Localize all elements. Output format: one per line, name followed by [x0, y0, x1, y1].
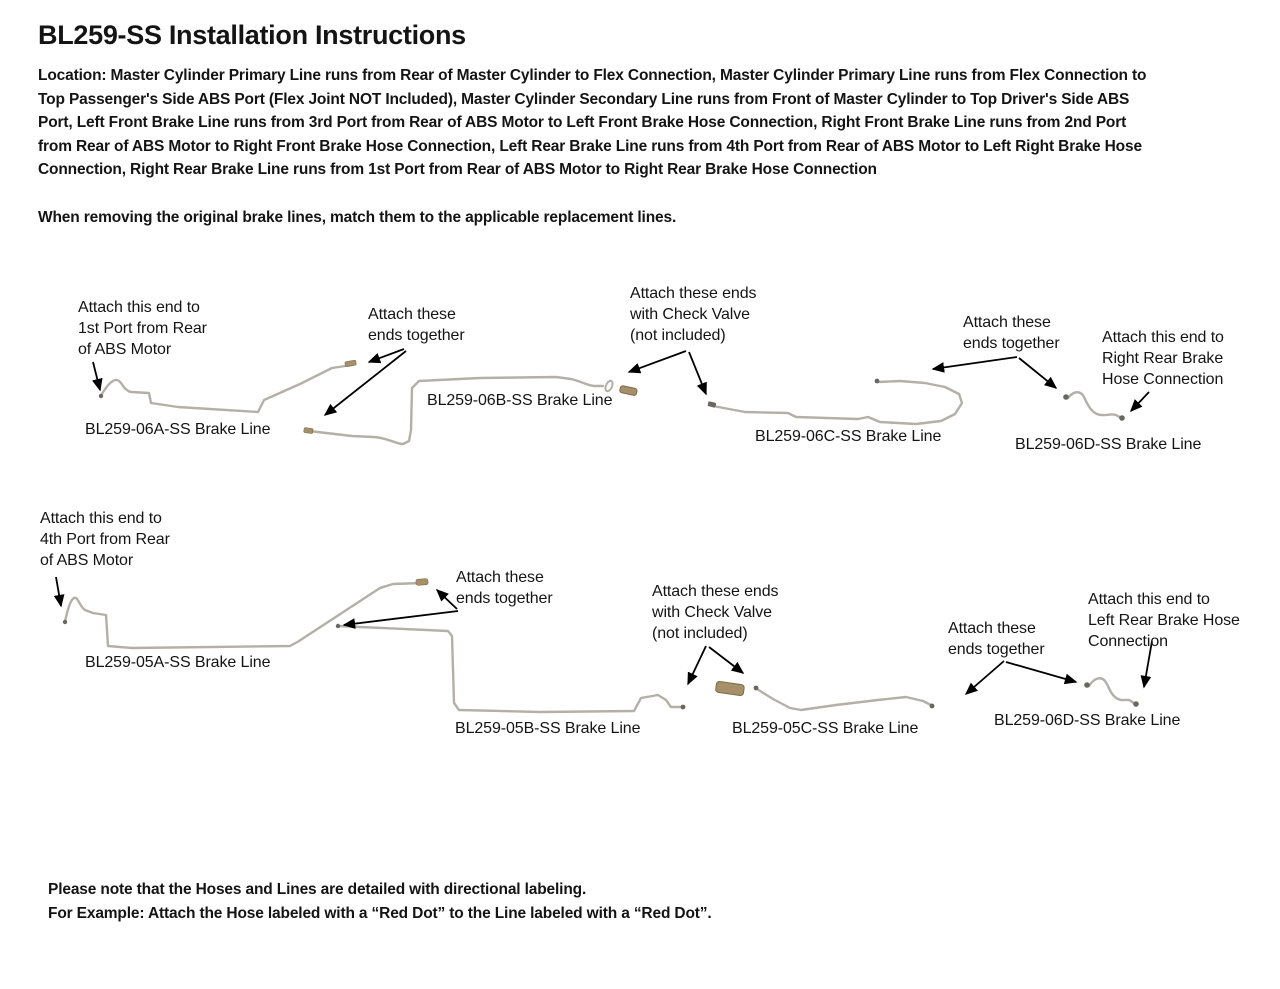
brake-line-06c-path — [711, 379, 964, 426]
arrow — [931, 356, 1018, 373]
arrow — [1018, 357, 1058, 389]
annotation-ends-together-bottom-left: Attach these ends together — [456, 569, 553, 608]
page-title: BL259-SS Installation Instructions — [38, 20, 466, 50]
annotation-check-valve-bottom: Attach these ends with Check Valve (not … — [652, 583, 779, 643]
fitting-06a-start — [98, 393, 104, 399]
removal-note: When removing the original brake lines, … — [38, 209, 677, 226]
part-label-06d-top: BL259-06D-SS Brake Line — [1015, 436, 1202, 453]
footer-note-line1: Please note that the Hoses and Lines are… — [48, 881, 587, 898]
arrow — [687, 645, 707, 686]
part-label-06d-bottom: BL259-06D-SS Brake Line — [994, 712, 1181, 729]
arrow — [92, 361, 103, 392]
fitting-06c-end — [874, 378, 880, 384]
arrow — [964, 660, 1005, 695]
footer-note: Please note that the Hoses and Lines are… — [48, 878, 712, 926]
footer-note-line2: For Example: Attach the Hose labeled wit… — [48, 905, 712, 922]
brake-line-05c-path — [755, 687, 933, 712]
annotation-attach-1st-port: Attach this end to 1st Port from Rear of… — [78, 299, 207, 359]
fitting-06d-top-left — [1063, 394, 1069, 400]
fitting-05c-end — [929, 703, 935, 709]
part-label-06b: BL259-06B-SS Brake Line — [427, 392, 613, 409]
fitting-05b-end — [680, 704, 686, 710]
arrow — [688, 351, 707, 396]
location-paragraph: Location: Master Cylinder Primary Line r… — [38, 67, 1147, 179]
arrow — [367, 348, 405, 364]
arrow — [627, 350, 687, 374]
brake-line-05a-path — [63, 581, 424, 650]
annotation-left-rear-hose: Attach this end to Left Rear Brake Hose … — [1088, 591, 1240, 651]
check-valve-fitting-top — [619, 385, 638, 396]
arrow — [1130, 391, 1150, 413]
brake-line-06d-bottom-path — [1087, 677, 1137, 706]
fitting-06b-start — [303, 427, 314, 434]
arrow — [342, 610, 459, 629]
fitting-06a-end — [344, 359, 357, 367]
arrow — [435, 589, 458, 610]
brake-line-06d-top-path — [1066, 391, 1123, 420]
arrow — [708, 646, 745, 674]
arrow — [323, 350, 407, 416]
fitting-06c-start — [707, 401, 717, 408]
annotation-ends-together-bottom-right: Attach these ends together — [948, 620, 1045, 659]
brake-line-05b-path — [336, 624, 683, 714]
arrow — [53, 576, 65, 608]
part-label-06a: BL259-06A-SS Brake Line — [85, 421, 271, 438]
fitting-05a-end — [415, 578, 429, 586]
fitting-06d-bottom-left — [1084, 682, 1090, 688]
annotation-attach-4th-port: Attach this end to 4th Port from Rear of… — [40, 510, 170, 570]
annotation-ends-together-top-left: Attach these ends together — [368, 306, 465, 345]
fitting-06d-bottom-right — [1133, 701, 1139, 707]
part-label-05c: BL259-05C-SS Brake Line — [732, 720, 919, 737]
brake-line-06b-path — [307, 375, 605, 446]
arrow — [1005, 661, 1078, 685]
fitting-05c-start — [753, 685, 759, 691]
annotation-check-valve-top: Attach these ends with Check Valve (not … — [630, 285, 757, 345]
part-label-05b: BL259-05B-SS Brake Line — [455, 720, 641, 737]
fitting-05a-start — [62, 619, 68, 625]
fitting-05b-start — [335, 623, 341, 629]
part-label-05a: BL259-05A-SS Brake Line — [85, 654, 271, 671]
annotation-right-rear-hose: Attach this end to Right Rear Brake Hose… — [1102, 329, 1224, 389]
check-valve-fitting-bottom — [715, 680, 745, 697]
part-label-06c: BL259-06C-SS Brake Line — [755, 428, 942, 445]
fitting-06b-loop-end — [604, 379, 614, 393]
brake-line-06a-path — [99, 363, 354, 414]
annotation-ends-together-top-right: Attach these ends together — [963, 314, 1060, 353]
fitting-06d-top-right — [1119, 415, 1125, 421]
